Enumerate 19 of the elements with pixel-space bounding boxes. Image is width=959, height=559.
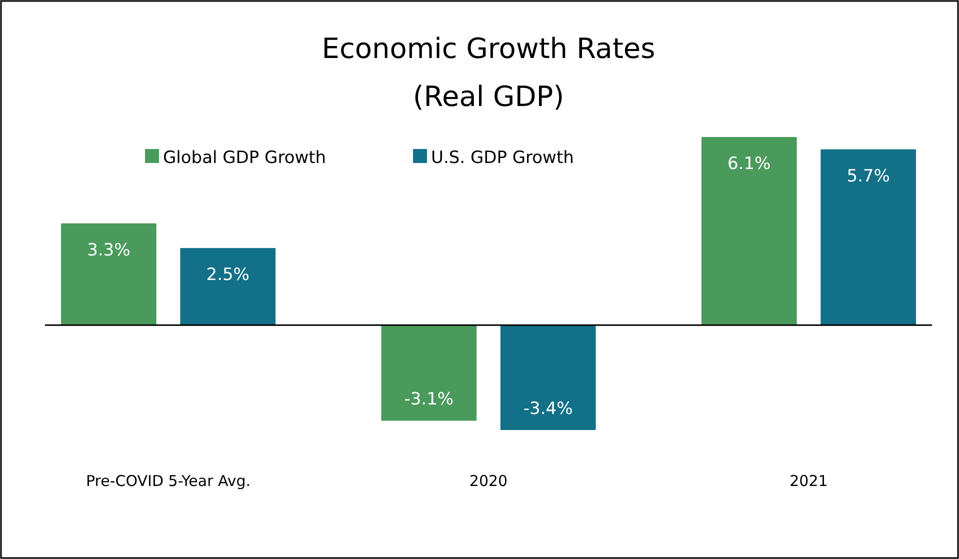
legend-label: Global GDP Growth <box>163 148 326 168</box>
chart-subtitle: (Real GDP) <box>412 80 564 113</box>
bar <box>500 325 596 430</box>
data-label: -3.1% <box>404 390 454 410</box>
data-label: 3.3% <box>87 240 130 260</box>
data-label: 6.1% <box>728 154 771 174</box>
data-label: 5.7% <box>846 166 890 186</box>
bar <box>701 137 797 326</box>
bar <box>180 248 276 326</box>
x-tick-label: Pre-COVID 5-Year Avg. <box>86 472 251 490</box>
chart-title: Economic Growth Rates <box>322 32 656 65</box>
x-tick-label: 2021 <box>790 472 828 490</box>
bar <box>381 325 477 421</box>
legend-label: U.S. GDP Growth <box>431 148 574 168</box>
bar <box>61 223 156 326</box>
bar <box>820 149 916 326</box>
data-label: -3.4% <box>523 399 573 419</box>
data-label: 2.5% <box>206 265 250 286</box>
x-tick-label: 2020 <box>469 472 508 490</box>
